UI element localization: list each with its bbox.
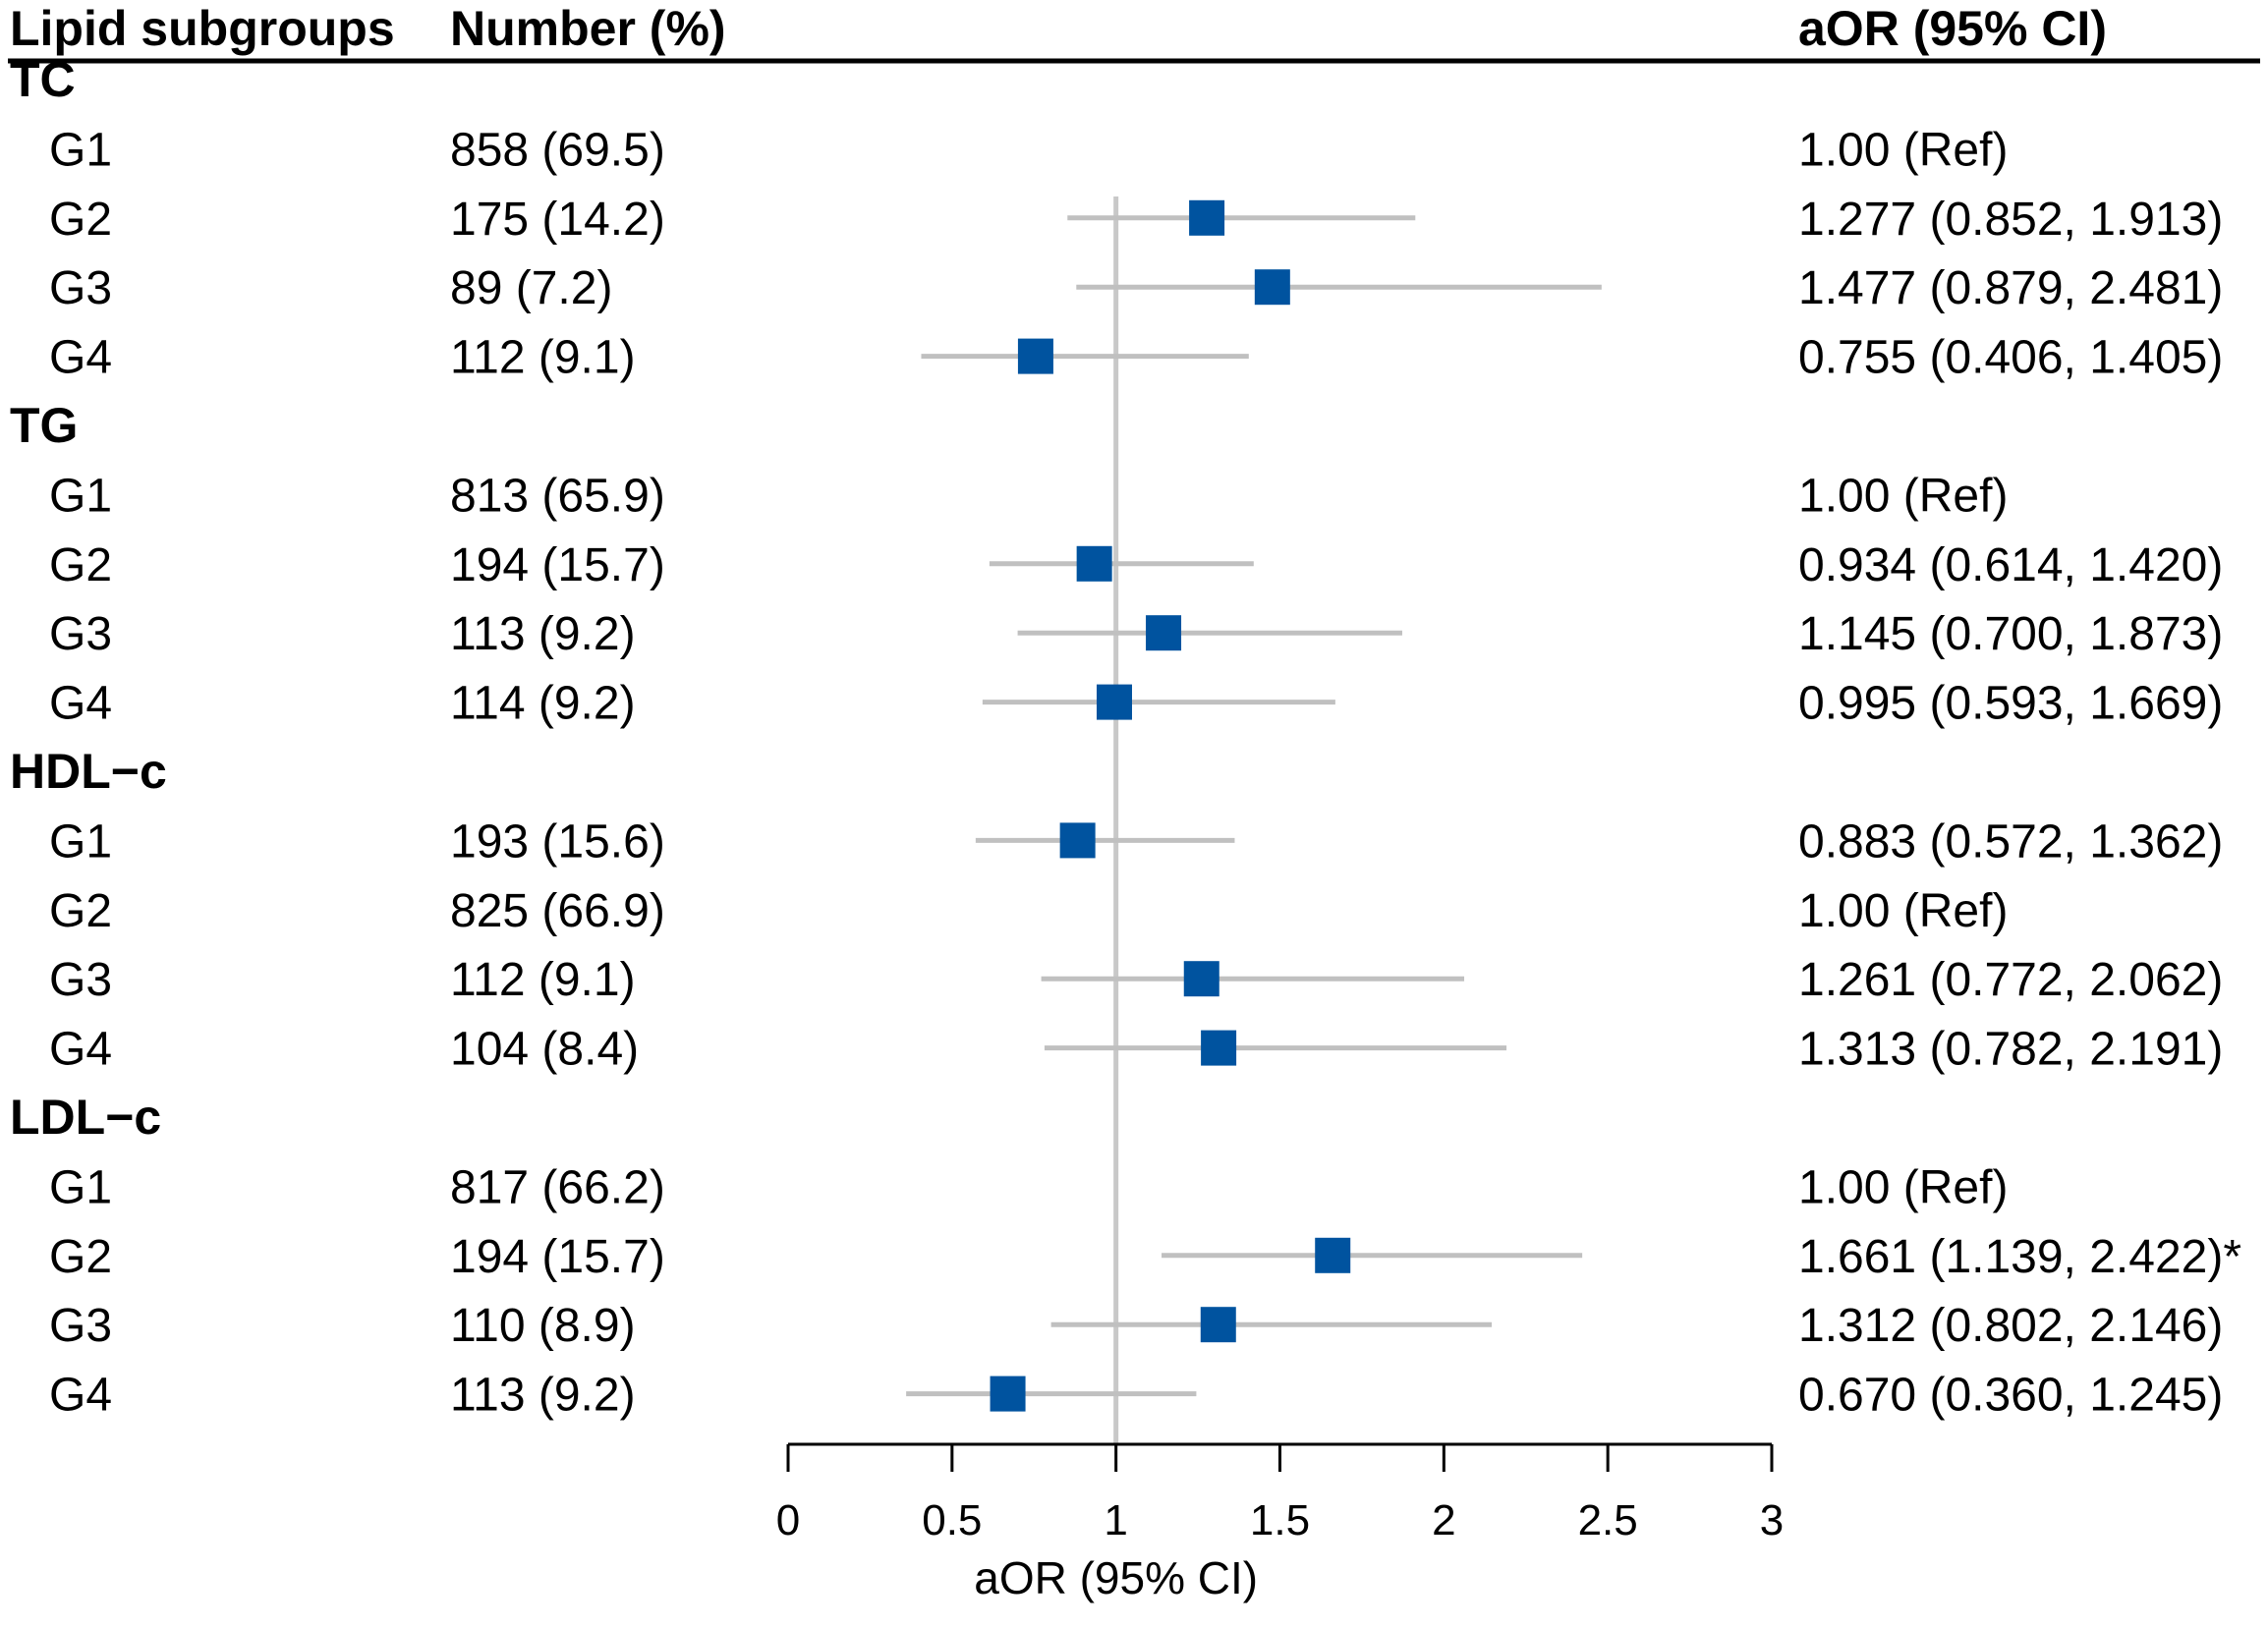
row-number: 825 (66.9) — [450, 885, 665, 937]
row-aor-text: 1.00 (Ref) — [1798, 1161, 2008, 1213]
row-label: G4 — [49, 332, 112, 384]
row-number: 112 (9.1) — [450, 954, 636, 1006]
row-number: 858 (69.5) — [450, 124, 665, 176]
row-label: G3 — [49, 1300, 112, 1352]
row-aor-text: 1.145 (0.700, 1.873) — [1798, 608, 2223, 660]
row-number: 817 (66.2) — [450, 1161, 665, 1213]
group-heading: LDL−c — [10, 1090, 161, 1145]
point-estimate-marker — [1189, 199, 1225, 236]
row-label: G2 — [49, 885, 112, 937]
point-estimate-marker — [1183, 961, 1219, 997]
row-label: G1 — [49, 815, 112, 868]
point-estimate-marker — [1096, 684, 1132, 720]
row-label: G4 — [49, 1370, 112, 1422]
row-label: G1 — [49, 124, 112, 176]
header-aor: aOR (95% CI) — [1798, 1, 2107, 56]
row-number: 193 (15.6) — [450, 815, 665, 868]
row-number: 110 (8.9) — [450, 1300, 636, 1352]
row-aor-text: 1.00 (Ref) — [1798, 470, 2008, 522]
point-estimate-marker — [1059, 822, 1096, 859]
row-label: G2 — [49, 1231, 112, 1283]
row-number: 813 (65.9) — [450, 470, 665, 522]
table-rows-layer: TC G1 858 (69.5) 1.00 (Ref) G2 175 (14.2) 1.27… — [10, 52, 2241, 1422]
x-tick-label: 1.5 — [1250, 1496, 1310, 1544]
x-tick-label: 0.5 — [922, 1496, 982, 1544]
group-heading: TC — [10, 52, 76, 107]
row-label: G3 — [49, 954, 112, 1006]
row-label: G1 — [49, 1161, 112, 1213]
row-aor-text: 1.261 (0.772, 2.062) — [1798, 954, 2223, 1006]
row-number: 194 (15.7) — [450, 539, 665, 591]
point-estimate-marker — [1076, 545, 1112, 582]
point-estimate-marker — [1017, 338, 1053, 374]
row-label: G2 — [49, 194, 112, 246]
row-number: 89 (7.2) — [450, 262, 612, 314]
row-number: 113 (9.2) — [450, 1370, 636, 1422]
row-number: 112 (9.1) — [450, 332, 636, 384]
header-subgroup: Lipid subgroups — [10, 1, 395, 56]
row-label: G4 — [49, 678, 112, 730]
point-estimate-marker — [1201, 1030, 1237, 1066]
row-label: G4 — [49, 1024, 112, 1076]
row-aor-text: 1.477 (0.879, 2.481) — [1798, 262, 2223, 314]
row-aor-text: 1.312 (0.802, 2.146) — [1798, 1300, 2223, 1352]
row-number: 113 (9.2) — [450, 608, 636, 660]
point-estimate-marker — [1254, 269, 1290, 306]
row-label: G1 — [49, 470, 112, 522]
group-heading: TG — [10, 398, 78, 453]
row-aor-text: 0.995 (0.593, 1.669) — [1798, 678, 2223, 730]
point-estimate-marker — [990, 1375, 1026, 1412]
x-tick-label: 1 — [1104, 1496, 1127, 1544]
point-estimate-marker — [1315, 1237, 1351, 1273]
row-label: G3 — [49, 608, 112, 660]
row-aor-text: 1.277 (0.852, 1.913) — [1798, 194, 2223, 246]
x-axis-label: aOR (95% CI) — [974, 1552, 1258, 1603]
row-aor-text: 0.934 (0.614, 1.420) — [1798, 539, 2223, 591]
x-tick-label: 3 — [1760, 1496, 1784, 1544]
row-number: 194 (15.7) — [450, 1231, 665, 1283]
row-aor-text: 0.755 (0.406, 1.405) — [1798, 332, 2223, 384]
row-aor-text: 1.00 (Ref) — [1798, 124, 2008, 176]
header-number: Number (%) — [450, 1, 726, 56]
row-number: 104 (8.4) — [450, 1024, 639, 1076]
x-tick-label: 2.5 — [1578, 1496, 1638, 1544]
x-tick-label: 0 — [776, 1496, 800, 1544]
point-estimate-marker — [1146, 615, 1182, 651]
row-aor-text: 1.661 (1.139, 2.422)* — [1798, 1231, 2241, 1283]
row-number: 175 (14.2) — [450, 194, 665, 246]
group-heading: HDL−c — [10, 744, 167, 799]
row-label: G3 — [49, 262, 112, 314]
x-tick-label: 2 — [1432, 1496, 1455, 1544]
row-aor-text: 0.670 (0.360, 1.245) — [1798, 1370, 2223, 1422]
x-axis: 0 0.5 1 1.5 2 2.5 3 aOR (95% CI) — [776, 1442, 1784, 1603]
row-aor-text: 1.313 (0.782, 2.191) — [1798, 1024, 2223, 1076]
row-aor-text: 1.00 (Ref) — [1798, 885, 2008, 937]
row-aor-text: 0.883 (0.572, 1.362) — [1798, 815, 2223, 868]
row-label: G2 — [49, 539, 112, 591]
point-estimate-marker — [1200, 1307, 1236, 1343]
row-number: 114 (9.2) — [450, 678, 636, 730]
